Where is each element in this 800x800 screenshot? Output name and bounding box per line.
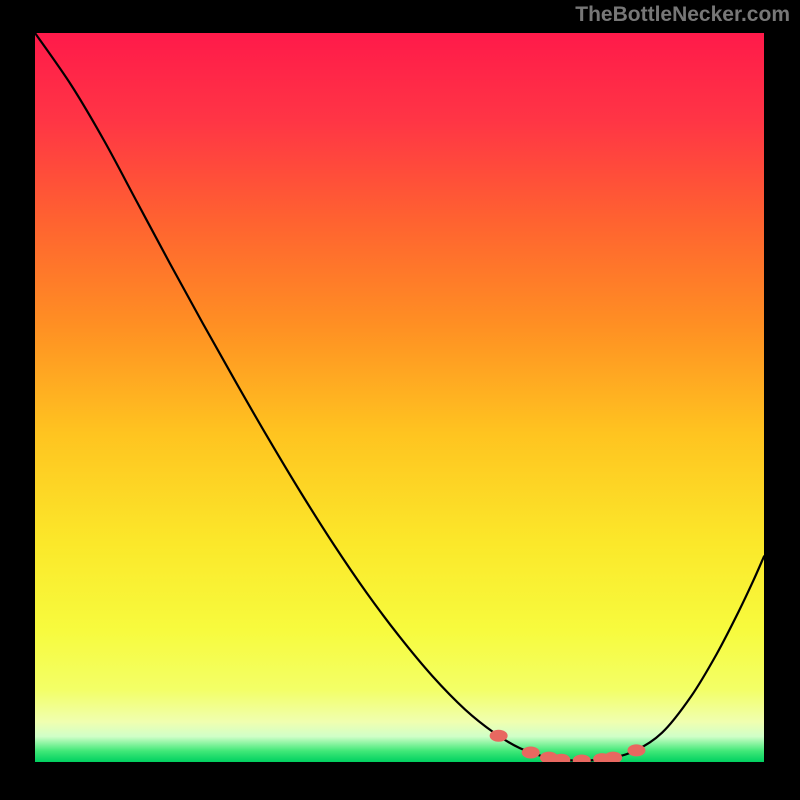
curve-marker [573, 755, 591, 767]
chart-container: TheBottleNecker.com [0, 0, 800, 800]
watermark-text: TheBottleNecker.com [575, 3, 790, 27]
curve-marker [490, 730, 508, 742]
curve-marker [552, 754, 570, 766]
plot-background [35, 33, 764, 762]
bottleneck-curve-chart [0, 0, 800, 800]
curve-marker [604, 752, 622, 764]
curve-marker [522, 747, 540, 759]
curve-marker [627, 744, 645, 756]
